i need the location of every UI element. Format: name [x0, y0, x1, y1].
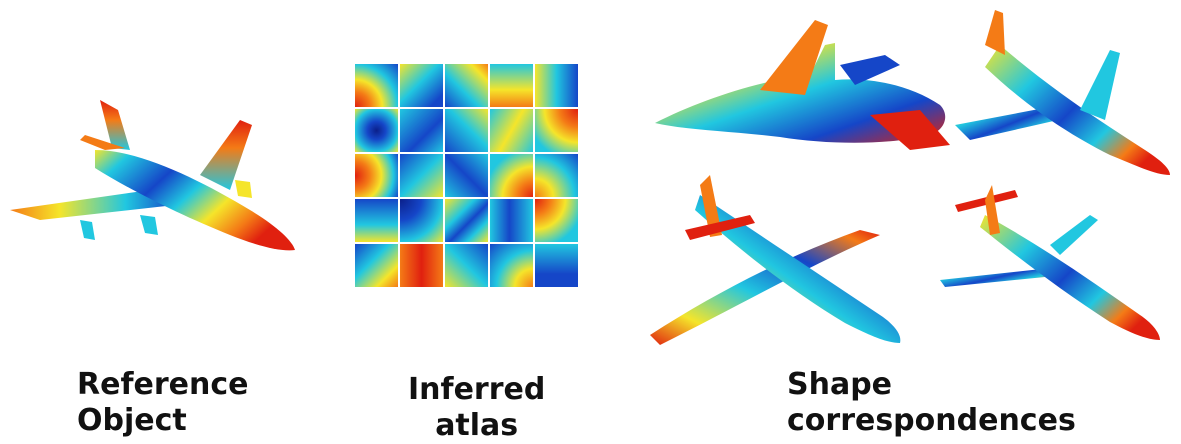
caption-line: Object	[77, 403, 187, 438]
inferred-atlas-caption: Inferred atlas	[408, 372, 545, 444]
atlas-tile	[400, 64, 443, 107]
inferred-atlas-grid	[355, 64, 580, 289]
shape-correspondences-caption: Shape correspondences	[787, 367, 1076, 439]
atlas-tile	[535, 64, 578, 107]
atlas-tile	[490, 64, 533, 107]
atlas-tile	[535, 199, 578, 242]
atlas-tile	[445, 199, 488, 242]
atlas-tile	[400, 154, 443, 197]
reference-airplane-image	[10, 100, 295, 251]
caption-line: atlas	[435, 408, 519, 443]
atlas-tile	[400, 199, 443, 242]
atlas-tile	[490, 244, 533, 287]
atlas-tile	[355, 154, 398, 197]
atlas-tile	[445, 244, 488, 287]
atlas-tile	[535, 154, 578, 197]
atlas-tile	[400, 244, 443, 287]
caption-line: Reference	[77, 367, 249, 402]
atlas-tile	[490, 199, 533, 242]
atlas-tile	[490, 109, 533, 152]
atlas-tile	[535, 109, 578, 152]
atlas-tile	[490, 154, 533, 197]
shape-correspondences-image	[650, 10, 1170, 345]
atlas-tile	[355, 244, 398, 287]
atlas-tile	[445, 109, 488, 152]
atlas-tile	[535, 244, 578, 287]
caption-line: Inferred	[408, 372, 546, 407]
atlas-tile	[445, 64, 488, 107]
atlas-tile	[355, 64, 398, 107]
shape-correspondences-renders	[640, 5, 1181, 350]
atlas-tile	[355, 109, 398, 152]
atlas-tile	[400, 109, 443, 152]
atlas-tile	[355, 199, 398, 242]
reference-object-caption: Reference Object	[77, 367, 248, 439]
atlas-tile	[445, 154, 488, 197]
reference-object-render	[0, 80, 320, 300]
caption-line: correspondences	[787, 403, 1076, 438]
caption-line: Shape	[787, 367, 893, 402]
